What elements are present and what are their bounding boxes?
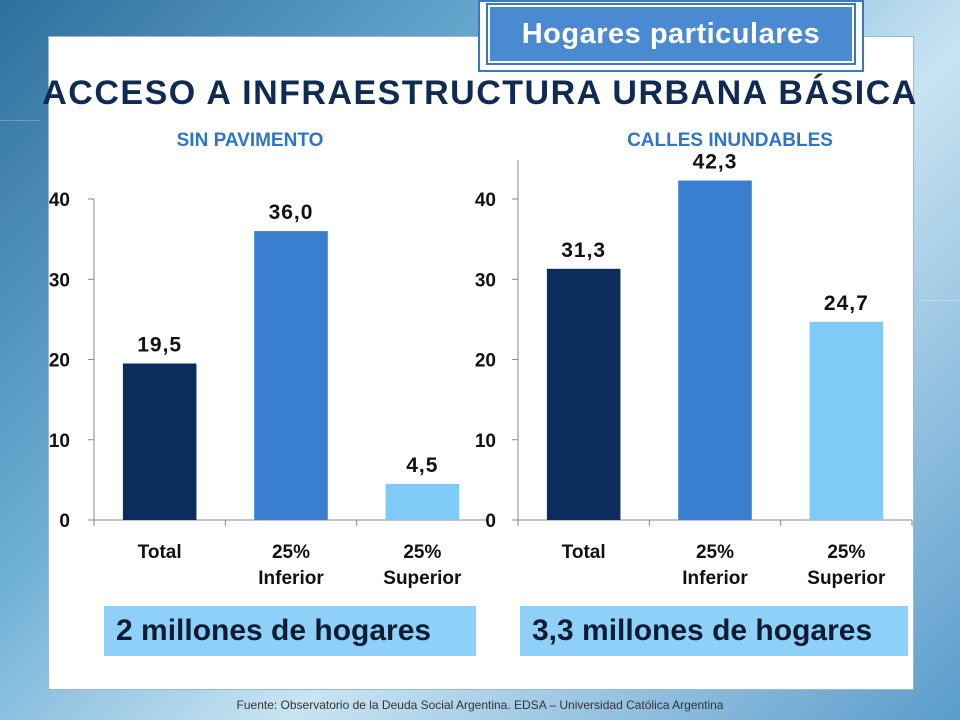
category-label: Superior bbox=[383, 568, 462, 589]
bar-2 bbox=[678, 180, 752, 521]
y-tick-label: 30 bbox=[49, 270, 70, 291]
bar-1 bbox=[122, 363, 197, 520]
category-label: Superior bbox=[807, 568, 886, 589]
background-line bbox=[920, 300, 960, 301]
data-label: 31,3 bbox=[561, 239, 606, 262]
data-label: 19,5 bbox=[137, 334, 182, 357]
category-label: Total bbox=[562, 542, 606, 563]
badge-hogares-particulares: Hogares particulares bbox=[488, 5, 854, 63]
page-title: ACCESO A INFRAESTRUCTURA URBANA BÁSICA bbox=[42, 74, 918, 112]
y-tick-label: 0 bbox=[485, 511, 496, 532]
y-tick-label: 10 bbox=[475, 431, 496, 452]
background-line bbox=[0, 120, 40, 121]
data-label: 4,5 bbox=[406, 454, 438, 477]
y-tick-label: 40 bbox=[49, 190, 70, 211]
category-label: 25% bbox=[827, 542, 865, 563]
chart-title-sin-pavimento: SIN PAVIMENTO bbox=[176, 130, 324, 151]
y-tick-label: 20 bbox=[49, 351, 70, 372]
source-note: Fuente: Observatorio de la Deuda Social … bbox=[236, 698, 724, 712]
y-tick-label: 20 bbox=[475, 351, 496, 372]
bar-3 bbox=[809, 321, 884, 520]
category-label: Total bbox=[138, 542, 182, 563]
footer-box-sin-pavimento: 2 millones de hogares bbox=[104, 606, 476, 656]
y-tick-label: 30 bbox=[475, 270, 496, 291]
category-label: 25% bbox=[272, 542, 310, 563]
slide-panel bbox=[48, 36, 914, 690]
category-label: Inferior bbox=[258, 568, 324, 589]
category-label: Inferior bbox=[682, 568, 748, 589]
bar-2 bbox=[254, 231, 328, 520]
category-label: 25% bbox=[696, 542, 734, 563]
y-tick-label: 40 bbox=[475, 190, 496, 211]
data-label: 42,3 bbox=[693, 151, 738, 174]
bar-3 bbox=[385, 483, 460, 520]
category-label: 25% bbox=[403, 542, 441, 563]
data-label: 36,0 bbox=[269, 201, 314, 224]
footer-box-calles-inundables: 3,3 millones de hogares bbox=[520, 606, 908, 656]
chart-title-calles-inundables: CALLES INUNDABLES bbox=[627, 130, 833, 151]
data-label: 24,7 bbox=[824, 292, 869, 315]
y-tick-label: 0 bbox=[59, 511, 70, 532]
bar-1 bbox=[546, 268, 621, 520]
y-tick-label: 10 bbox=[49, 431, 70, 452]
